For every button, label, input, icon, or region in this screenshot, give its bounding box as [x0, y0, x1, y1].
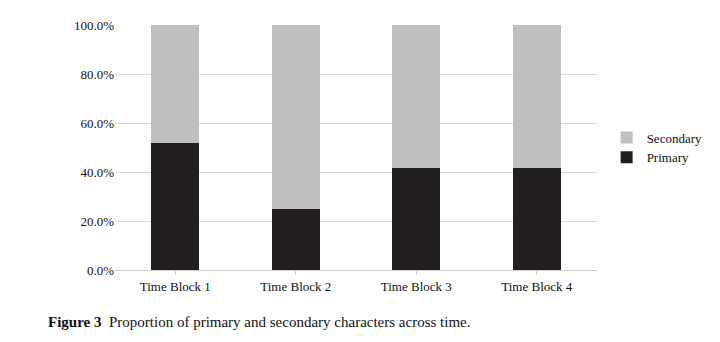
svg-text:40.0%: 40.0% — [80, 165, 114, 180]
svg-text:Primary: Primary — [647, 150, 689, 165]
svg-text:Time Block 2: Time Block 2 — [260, 279, 331, 294]
svg-text:Time Block 4: Time Block 4 — [501, 279, 573, 294]
svg-text:100.0%: 100.0% — [74, 18, 114, 33]
svg-text:60.0%: 60.0% — [80, 116, 114, 131]
svg-text:Figure 3 Proportion of primar: Figure 3 Proportion of primary and secon… — [48, 314, 471, 330]
svg-text:0.0%: 0.0% — [87, 263, 114, 278]
svg-text:Time Block 3: Time Block 3 — [381, 279, 452, 294]
svg-text:80.0%: 80.0% — [80, 67, 114, 82]
svg-text:Secondary: Secondary — [647, 131, 702, 146]
svg-text:20.0%: 20.0% — [80, 214, 114, 229]
svg-text:Time Block 1: Time Block 1 — [140, 279, 211, 294]
